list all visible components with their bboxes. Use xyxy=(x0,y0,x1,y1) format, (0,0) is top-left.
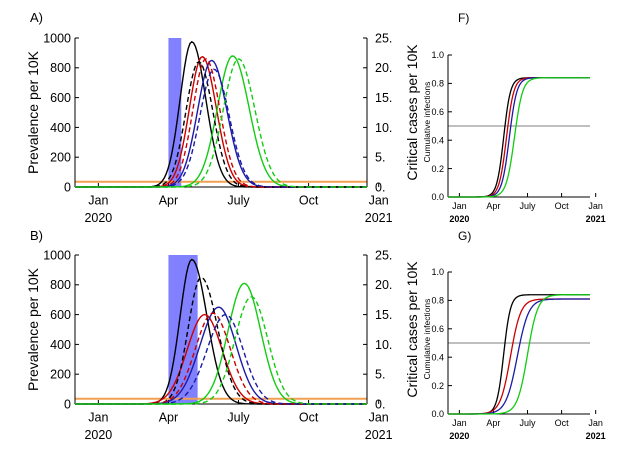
year-label: 2021 xyxy=(365,211,393,225)
y-tick-label: 0.0 xyxy=(431,192,444,202)
series-line-green xyxy=(448,294,590,415)
y-tick-label: 1.0 xyxy=(431,50,444,60)
x-tick-label: July xyxy=(520,418,537,428)
series-line-black-solid xyxy=(75,258,367,405)
y-tick-label: 400 xyxy=(50,121,71,135)
y2-tick-label: 5. xyxy=(375,151,385,165)
x-tick-label: Apr xyxy=(159,411,178,425)
y-tick-label: 0 xyxy=(64,397,71,411)
y-tick-label: 600 xyxy=(50,91,71,105)
panel-a: A) 0 200 400 600 800 1000 0. 5. 10. 15. 20. 25. Jan Ap… xyxy=(25,10,420,225)
y-tick-label: 0.2 xyxy=(431,381,444,391)
panel-g: G) 0.0 0.2 0.4 0.6 0.8 1.0 Jan Apr July Oct Jan 2020… xyxy=(422,229,606,441)
panel-label: F) xyxy=(458,11,469,25)
y-axis-title: Cumulative infections xyxy=(422,82,432,163)
intervention-period xyxy=(168,38,182,187)
y2-axis-title: Critical cases per 10K xyxy=(404,44,420,181)
y2-tick-label: 15. xyxy=(375,91,392,105)
panel-label: B) xyxy=(30,228,43,243)
y-axis-title: Cumulative infections xyxy=(422,299,432,380)
x-tick-label: Jan xyxy=(88,194,108,208)
x-tick-label: July xyxy=(227,411,250,425)
y-tick-label: 0.6 xyxy=(431,324,444,334)
x-tick-label: Jan xyxy=(588,418,603,428)
y-tick-label: 0 xyxy=(64,180,71,194)
year-label: 2021 xyxy=(365,428,393,442)
year-label: 2020 xyxy=(84,428,112,442)
year-label: 2020 xyxy=(449,214,469,224)
x-tick-label: July xyxy=(227,194,250,208)
y2-tick-label: 25. xyxy=(375,31,392,45)
y-tick-label: 0.8 xyxy=(431,296,444,306)
y2-tick-label: 15. xyxy=(375,308,392,322)
year-label: 2020 xyxy=(84,211,112,225)
year-label: 2021 xyxy=(586,431,606,441)
y-tick-label: 0.4 xyxy=(431,135,444,145)
y-tick-label: 800 xyxy=(50,61,71,75)
series-line-green-dashed xyxy=(75,58,367,188)
y-tick-label: 600 xyxy=(50,308,71,322)
panel-label: G) xyxy=(458,229,471,243)
y-tick-label: 1000 xyxy=(43,31,71,45)
series-line-red-dashed xyxy=(75,58,367,188)
y2-tick-label: 5. xyxy=(375,368,385,382)
x-tick-label: Jan xyxy=(452,201,467,211)
y-tick-label: 1.0 xyxy=(431,267,444,277)
y-tick-label: 0.2 xyxy=(431,164,444,174)
series-line-green-dashed xyxy=(75,296,367,405)
y2-tick-label: 0. xyxy=(375,180,385,194)
year-label: 2020 xyxy=(449,431,469,441)
x-tick-label: Apr xyxy=(159,194,178,208)
series-line-black-solid xyxy=(75,40,367,188)
y2-tick-label: 10. xyxy=(375,338,392,352)
y-tick-label: 1000 xyxy=(43,248,71,262)
y2-tick-label: 25. xyxy=(375,248,392,262)
x-tick-label: Apr xyxy=(486,418,500,428)
y-tick-label: 0.6 xyxy=(431,107,444,117)
x-tick-label: Jan xyxy=(88,411,108,425)
x-tick-label: Jan xyxy=(588,201,603,211)
y2-tick-label: 10. xyxy=(375,121,392,135)
panel-label: A) xyxy=(30,10,43,25)
y-tick-label: 0.4 xyxy=(431,352,444,362)
y2-tick-label: 0. xyxy=(375,397,385,411)
x-tick-label: Jan xyxy=(369,411,389,425)
y-tick-label: 200 xyxy=(50,368,71,382)
y-tick-label: 0.0 xyxy=(431,409,444,419)
series-line-blue xyxy=(448,77,590,198)
y2-tick-label: 20. xyxy=(375,61,392,75)
x-tick-label: Oct xyxy=(299,194,319,208)
x-tick-label: Oct xyxy=(555,201,570,211)
series-line-blue-solid xyxy=(75,306,367,405)
y-tick-label: 200 xyxy=(50,151,71,165)
panel-b: B) 0 200 400 600 800 1000 0. 5. 10. 15. 20. 25. Jan Ap… xyxy=(25,228,420,442)
y-tick-label: 800 xyxy=(50,278,71,292)
y2-axis-title: Critical cases per 10K xyxy=(404,261,420,398)
intervention-period xyxy=(168,255,198,404)
series-line-black xyxy=(448,77,590,198)
y-tick-label: 400 xyxy=(50,338,71,352)
x-tick-label: Jan xyxy=(452,418,467,428)
y2-tick-label: 20. xyxy=(375,278,392,292)
series-line-green-solid xyxy=(75,55,367,188)
x-tick-label: Apr xyxy=(486,201,500,211)
x-tick-label: July xyxy=(520,201,537,211)
series-line-green xyxy=(448,77,590,198)
panel-f: F) 0.0 0.2 0.4 0.6 0.8 1.0 Jan Apr July Oct Jan 2020… xyxy=(422,11,606,224)
y-axis-title: Prevalence per 10K xyxy=(25,50,41,174)
y-tick-label: 0.8 xyxy=(431,79,444,89)
x-tick-label: Oct xyxy=(299,411,319,425)
series-line-red-solid xyxy=(75,55,367,188)
series-line-red xyxy=(448,77,590,198)
year-label: 2021 xyxy=(586,214,606,224)
y-axis-title: Prevalence per 10K xyxy=(25,267,41,391)
x-tick-label: Oct xyxy=(555,418,570,428)
x-tick-label: Jan xyxy=(369,194,389,208)
